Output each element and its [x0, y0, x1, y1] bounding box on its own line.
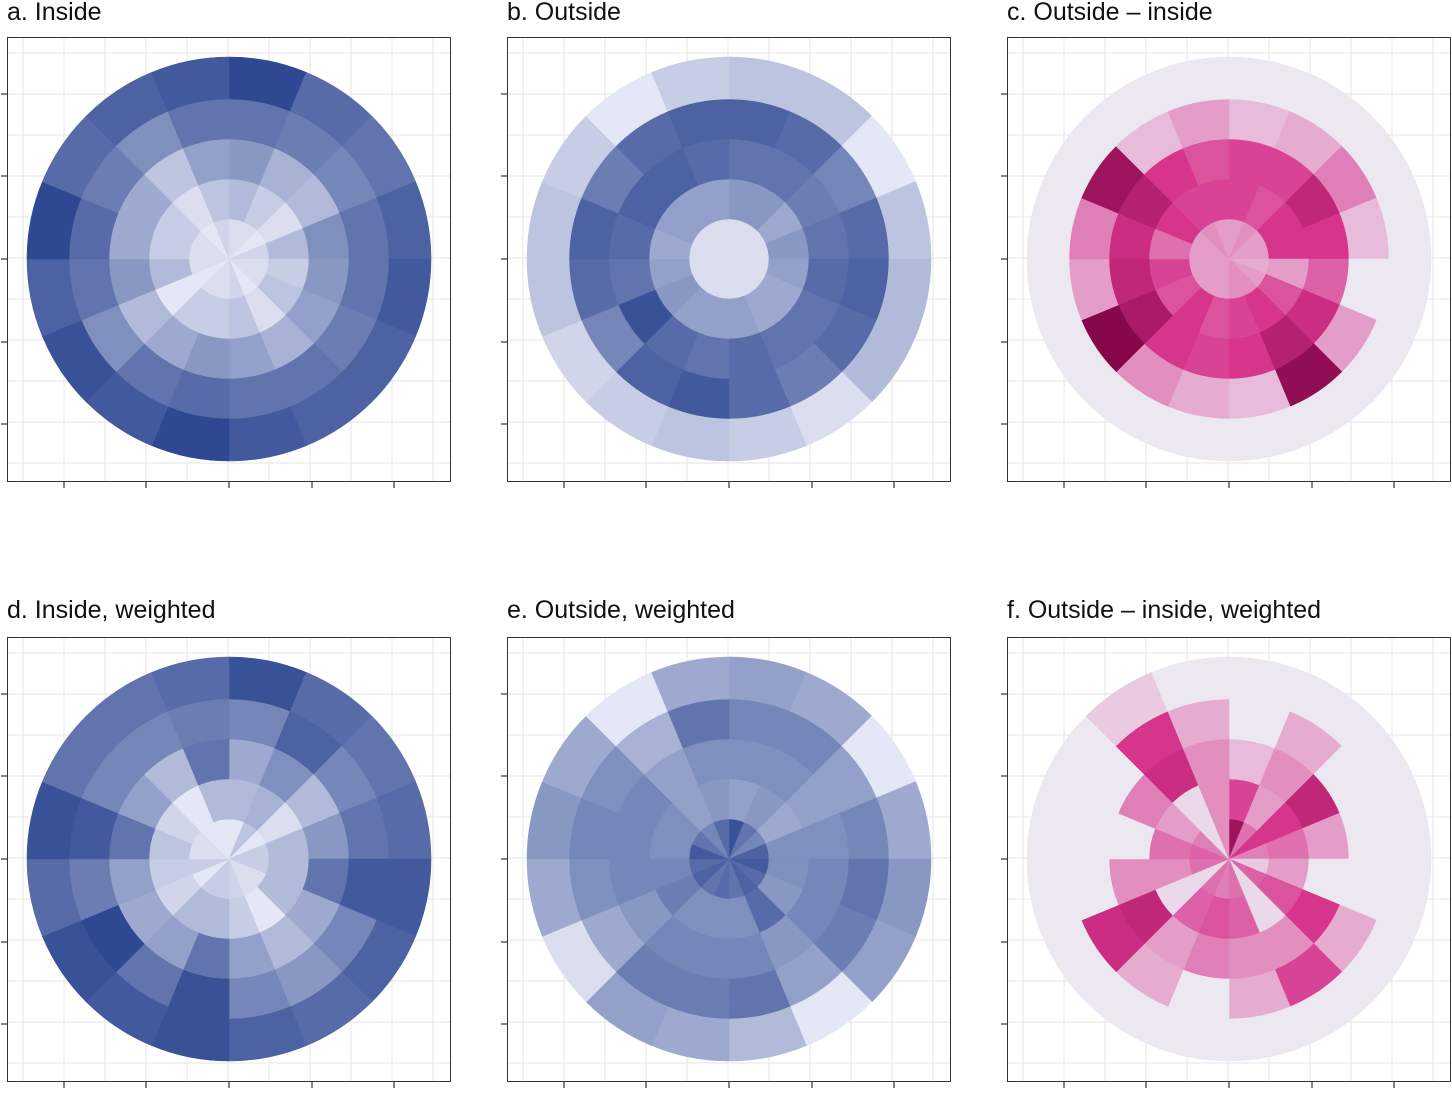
plot-area — [1001, 37, 1451, 488]
heatmap-cell — [651, 56, 730, 112]
plot-border — [1007, 637, 1451, 1082]
axis-ticks — [1001, 693, 1395, 1088]
plot-border — [507, 637, 951, 1082]
plot-border — [1007, 37, 1451, 482]
panel-title: b. Outside — [507, 0, 621, 26]
heatmap-cells — [526, 656, 932, 1062]
heatmap-cells — [526, 56, 932, 462]
axis-ticks — [1, 93, 395, 488]
plot-area — [501, 637, 951, 1088]
axis-ticks — [501, 93, 895, 488]
plot-border — [507, 37, 951, 482]
heatmap-cells — [1026, 656, 1432, 1062]
panel-title: a. Inside — [7, 0, 102, 26]
heatmap-cells — [26, 56, 432, 462]
heatmap-cell — [1151, 56, 1230, 112]
axis-ticks — [501, 693, 895, 1088]
heatmap-cell — [1151, 656, 1230, 712]
panel-title: e. Outside, weighted — [507, 596, 735, 624]
heatmap-cell — [651, 656, 730, 712]
plot-area — [501, 37, 951, 488]
plot-area — [1, 37, 451, 488]
plot-area — [1, 637, 451, 1088]
heatmap-cells — [1026, 56, 1432, 462]
panel-title: c. Outside – inside — [1007, 0, 1213, 26]
plot-border — [7, 637, 451, 1082]
plot-area — [1001, 637, 1451, 1088]
axis-ticks — [1, 693, 395, 1088]
heatmap-cell — [151, 656, 230, 712]
panel-title: d. Inside, weighted — [7, 596, 216, 624]
panel-title: f. Outside – inside, weighted — [1007, 596, 1322, 624]
heatmap-cells — [26, 656, 432, 1062]
plot-border — [7, 37, 451, 482]
heatmap-cell — [151, 56, 230, 112]
axis-ticks — [1001, 93, 1395, 488]
